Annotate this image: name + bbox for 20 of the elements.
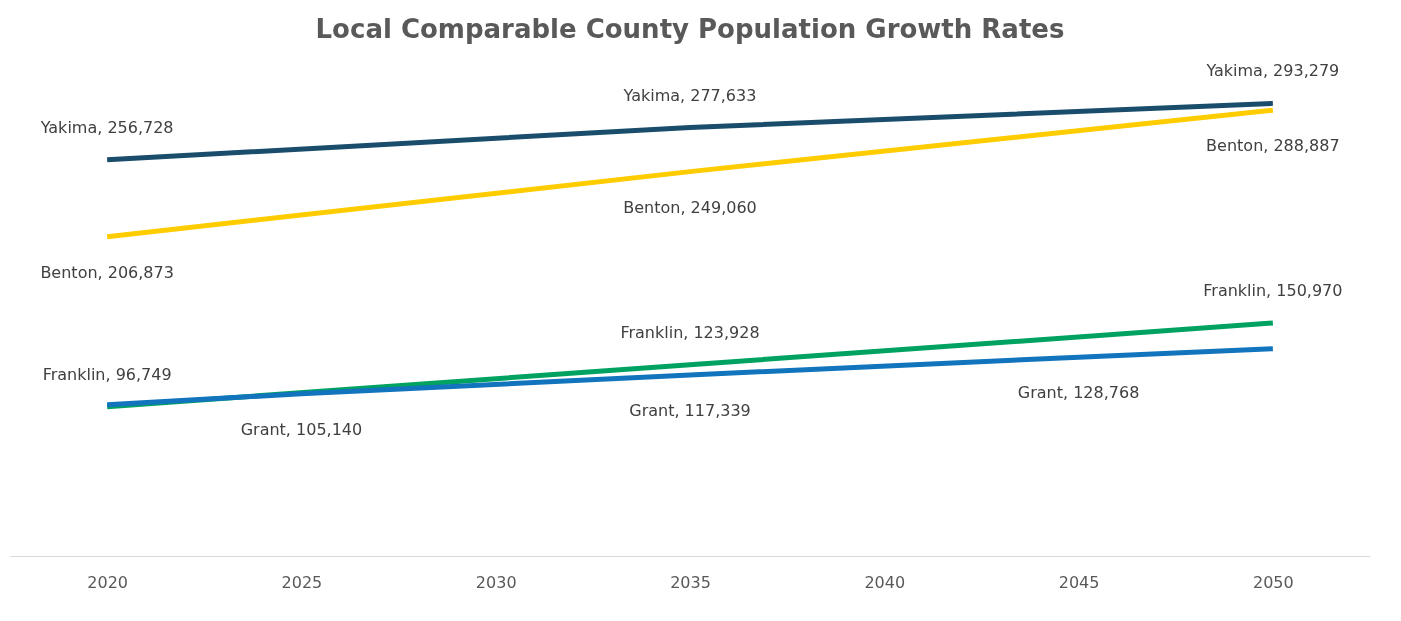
data-label: Benton, 206,873 bbox=[40, 262, 174, 282]
data-label: Benton, 249,060 bbox=[623, 197, 757, 217]
x-tick-label: 2040 bbox=[864, 572, 906, 592]
x-tick-label: 2020 bbox=[87, 572, 128, 592]
data-label: Grant, 128,768 bbox=[1017, 383, 1140, 403]
data-label: Franklin, 96,749 bbox=[42, 364, 172, 384]
data-label: Grant, 105,140 bbox=[240, 419, 363, 439]
x-tick-label: 2035 bbox=[670, 572, 711, 592]
x-tick-label: 2030 bbox=[475, 572, 517, 592]
data-label: Yakima, 256,728 bbox=[39, 117, 174, 137]
data-label: Franklin, 150,970 bbox=[1203, 281, 1343, 300]
data-label: Yakima, 293,279 bbox=[1205, 61, 1340, 81]
x-tick-label: 2045 bbox=[1058, 572, 1100, 592]
data-label: Grant, 117,339 bbox=[629, 400, 751, 420]
x-tick-label: 2025 bbox=[281, 572, 323, 592]
data-label: Franklin, 123,928 bbox=[620, 322, 760, 342]
chart-title: Local Comparable County Population Growth Rates bbox=[315, 14, 1065, 45]
data-label: Benton, 288,887 bbox=[1206, 136, 1340, 156]
x-tick-label: 2050 bbox=[1253, 572, 1294, 592]
data-label: Yakima, 277,633 bbox=[622, 85, 757, 105]
